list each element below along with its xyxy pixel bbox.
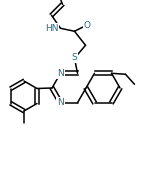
Text: N: N (57, 98, 64, 107)
Text: N: N (57, 69, 64, 78)
Text: HN: HN (45, 24, 58, 33)
Text: O: O (84, 21, 91, 30)
Text: S: S (72, 53, 77, 62)
